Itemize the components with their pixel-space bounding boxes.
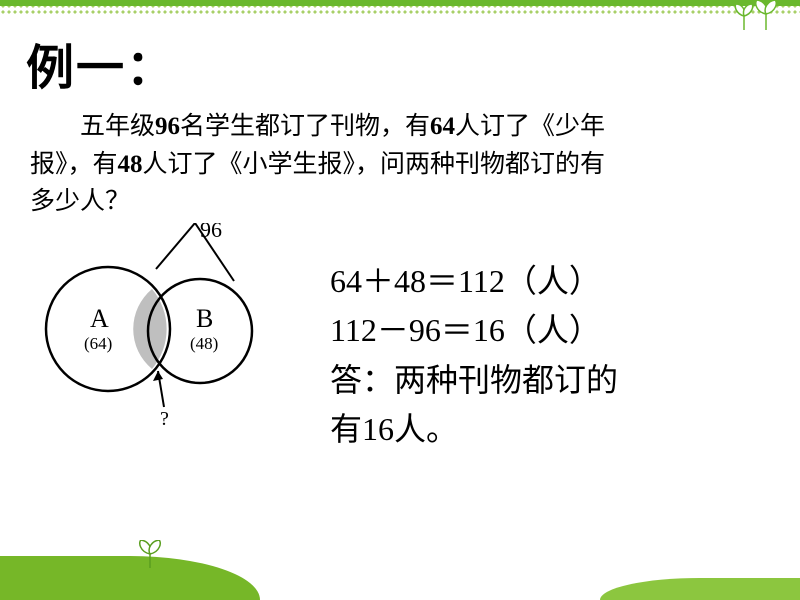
venn-diagram: 96 A (64) B (48) ? — [20, 223, 310, 443]
footer-decoration — [0, 540, 800, 600]
problem-number: 96 — [155, 113, 180, 140]
header-decoration — [0, 0, 800, 22]
solution-block: 64＋48＝112（人） 112－96＝16（人） 答：两种刊物都订的 有16人… — [330, 223, 618, 455]
problem-number: 64 — [430, 113, 455, 140]
venn-total-label: 96 — [200, 223, 222, 242]
venn-circle-b-count: (48) — [190, 334, 218, 353]
hill-right — [600, 578, 800, 600]
problem-text-part: 多少人？ — [30, 188, 130, 215]
problem-text: 五年级96名学生都订了刊物，有64人订了《少年 报》，有48人订了《小学生报》，… — [0, 108, 800, 221]
problem-text-part: 名学生都订了刊物，有 — [180, 113, 430, 140]
solution-answer-line-2: 有16人。 — [330, 405, 618, 455]
problem-text-part: 五年级 — [30, 113, 155, 140]
problem-text-part: 人订了《小学生报》，问两种刊物都订的有 — [143, 151, 606, 178]
example-title: 例一： — [0, 22, 800, 108]
solution-equation-1: 64＋48＝112（人） — [330, 257, 618, 307]
problem-text-part: 人订了《少年 — [455, 113, 605, 140]
problem-number: 48 — [118, 151, 143, 178]
sprout-icon — [730, 0, 782, 34]
venn-circle-a-count: (64) — [84, 334, 112, 353]
content-row: 96 A (64) B (48) ? 64＋48＝112（人） 112－96＝1… — [0, 223, 800, 455]
solution-answer-line-1: 答：两种刊物都订的 — [330, 356, 618, 406]
solution-equation-2: 112－96＝16（人） — [330, 306, 618, 356]
header-dot-pattern — [0, 6, 800, 14]
venn-circle-a-letter: A — [90, 304, 109, 333]
venn-diagram-container: 96 A (64) B (48) ? — [0, 223, 330, 443]
sprout-icon — [130, 540, 170, 570]
venn-circle-b-letter: B — [196, 304, 213, 333]
venn-question-mark: ? — [160, 408, 169, 430]
problem-text-part: 报》，有 — [30, 151, 118, 178]
